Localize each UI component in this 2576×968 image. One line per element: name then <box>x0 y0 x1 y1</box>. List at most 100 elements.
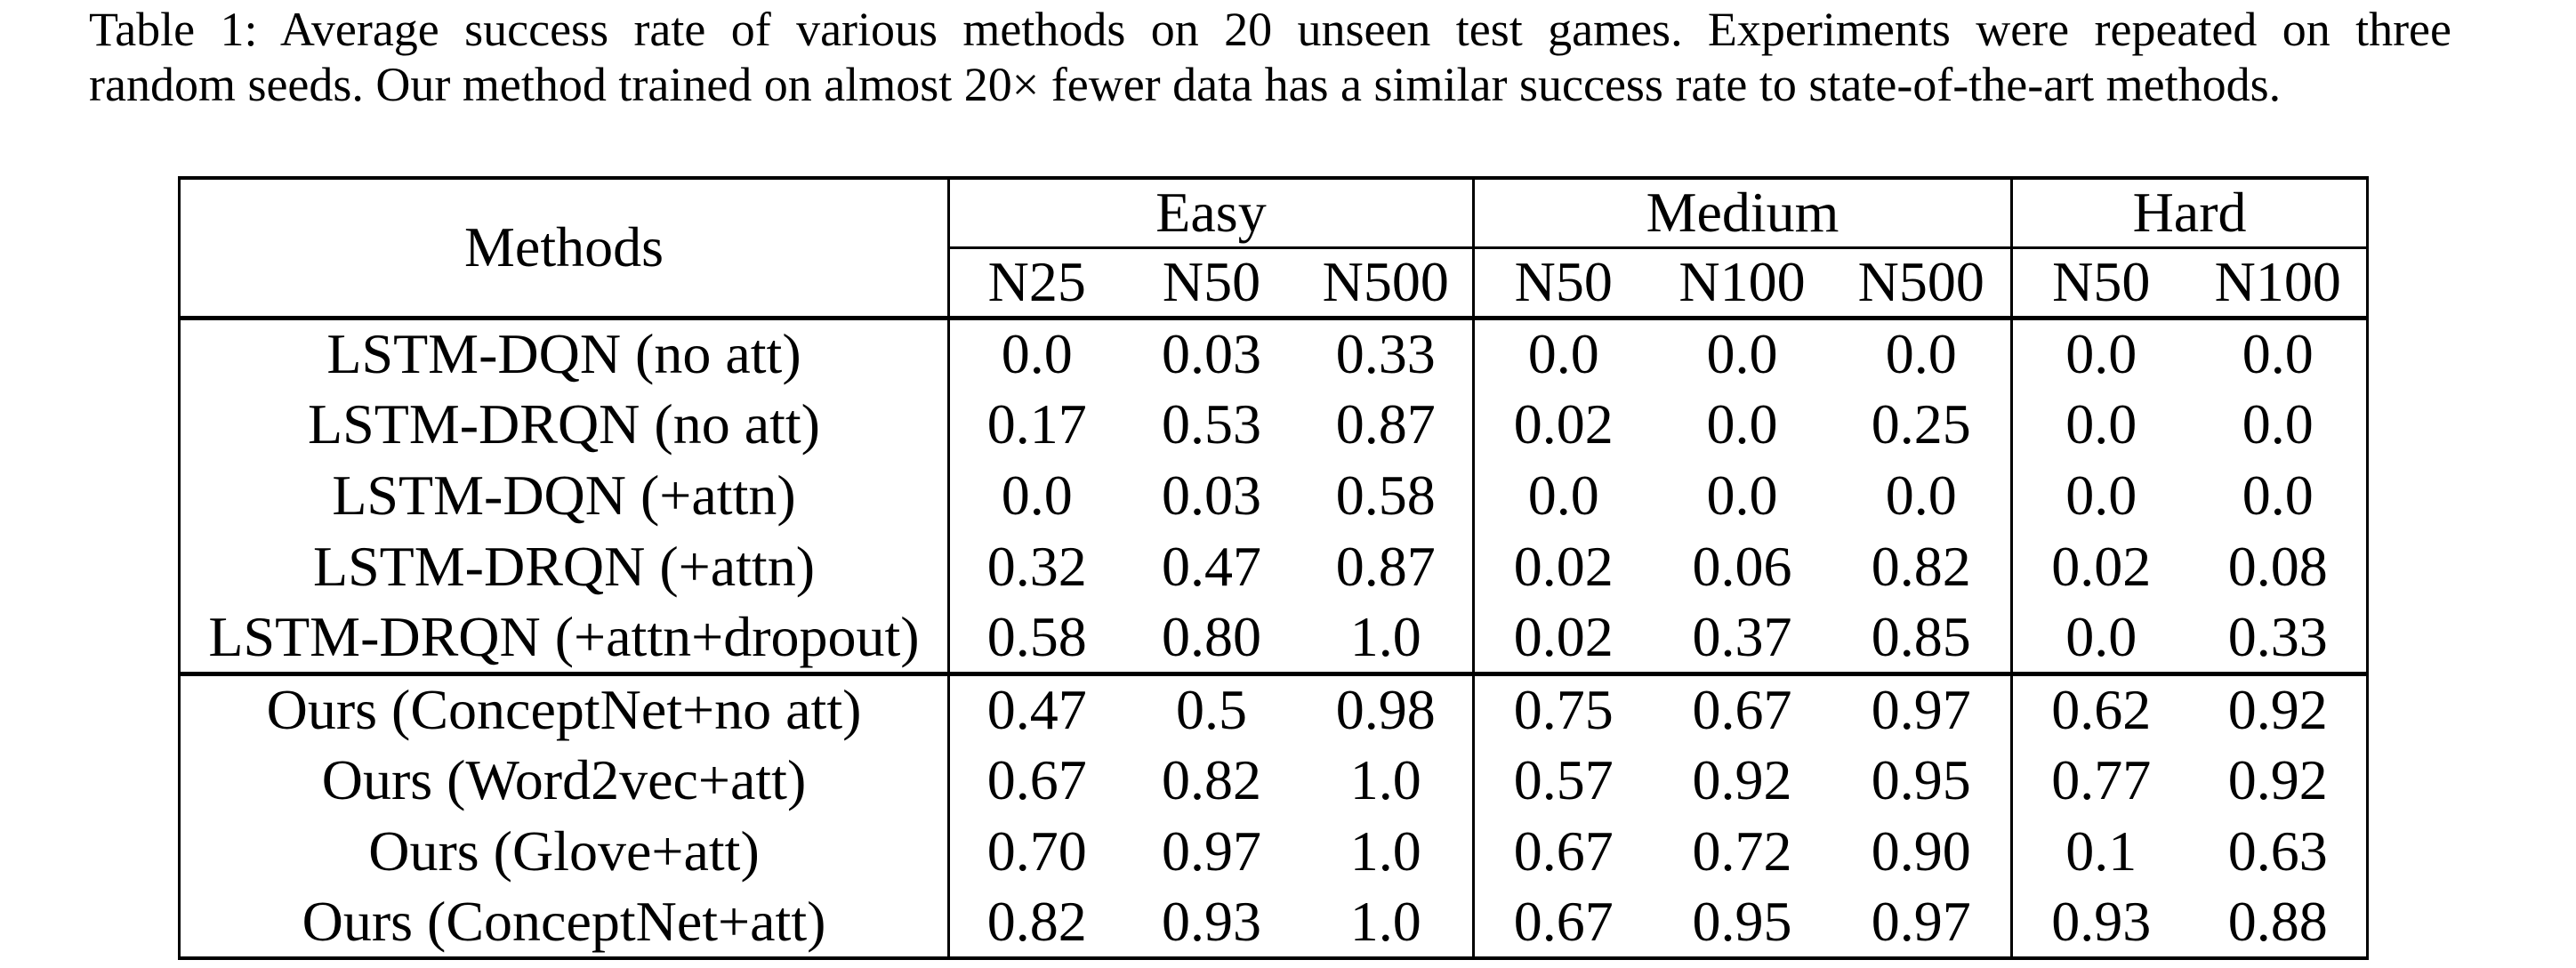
col-group-hard: Hard <box>2010 178 2368 249</box>
value-cell: 0.97 <box>1871 890 1971 953</box>
value-cell: 0.95 <box>1692 890 1792 953</box>
value-cell: 0.33 <box>1335 322 1436 386</box>
value-cell: 0.25 <box>1871 392 1971 456</box>
value-cell: 0.85 <box>1871 604 1971 668</box>
value-cell: 0.02 <box>1472 389 1653 460</box>
method-name: LSTM-DRQN (no att) <box>308 392 820 456</box>
value-cell: 0.67 <box>1472 816 1653 887</box>
value-cell: 0.90 <box>1871 819 1971 883</box>
value-cell: 0.75 <box>1472 671 1653 745</box>
value-cell: 1.0 <box>1349 748 1421 811</box>
value-cell: 0.92 <box>2227 748 2328 811</box>
value-cell: 0.97 <box>1831 671 2012 745</box>
value-cell: 0.53 <box>1162 392 1261 456</box>
table-row: Ours (ConceptNet+att) 0.82 0.93 1.0 0.67 0.95… <box>180 887 2368 958</box>
method-name: Ours (Word2vec+att) <box>321 748 807 811</box>
value-cell: 0.82 <box>1871 535 1971 598</box>
table-row: LSTM-DQN (no att) 0.0 0.03 0.33 0.0 0.0 0.0 0.0… <box>180 318 2368 389</box>
value-cell: 0.0 <box>1472 460 1653 531</box>
col-group-medium: Medium <box>1471 178 2012 249</box>
value-cell: 0.88 <box>2227 890 2328 953</box>
table-row: Ours (ConceptNet+no att) 0.47 0.5 0.98 0.75 0… <box>179 671 2368 745</box>
method-name: Ours (ConceptNet+no att) <box>179 671 949 745</box>
value-cell: 0.0 <box>2242 464 2314 527</box>
method-name: LSTM-DRQN (+attn) <box>312 535 816 598</box>
value-cell: 0.47 <box>947 671 1124 745</box>
value-cell: 0.03 <box>1162 464 1261 527</box>
value-cell: 0.02 <box>2010 531 2190 602</box>
value-cell: 1.0 <box>1349 890 1421 953</box>
value-cell: 0.06 <box>1692 535 1792 598</box>
col-group-easy: Easy <box>947 178 1474 249</box>
value-cell: 0.93 <box>1162 890 1261 953</box>
value-cell: 0.58 <box>947 602 1124 674</box>
value-cell: 0.0 <box>1885 464 1957 527</box>
subheader-medium-n500: N500 <box>1831 247 2012 320</box>
subheader-medium-n100: N100 <box>1652 247 1832 320</box>
subheader-hard-n100: N100 <box>2189 247 2368 320</box>
value-cell: 0.08 <box>2227 535 2328 598</box>
value-cell: 0.0 <box>947 460 1124 531</box>
value-cell: 0.17 <box>947 389 1124 460</box>
value-cell: 0.0 <box>2010 389 2190 460</box>
value-cell: 0.0 <box>2010 318 2190 389</box>
value-cell: 1.0 <box>1349 819 1421 883</box>
value-cell: 0.80 <box>1162 604 1261 668</box>
value-cell: 0.02 <box>1472 602 1653 674</box>
table-caption: Table 1: Average success rate of various… <box>89 2 2451 112</box>
value-cell: 0.67 <box>1472 887 1653 958</box>
value-cell: 0.77 <box>2010 745 2190 816</box>
table-row: LSTM-DRQN (+attn+dropout) 0.58 0.80 1.0 0.02… <box>180 602 2368 674</box>
value-cell: 0.93 <box>2010 887 2190 958</box>
subheader-easy-n500: N500 <box>1299 247 1474 320</box>
caption-line-2: random seeds. Our method trained on almo… <box>89 58 2282 111</box>
method-name: LSTM-DRQN (+attn+dropout) <box>208 604 920 668</box>
value-cell: 0.47 <box>1162 535 1261 598</box>
value-cell: 0.33 <box>2227 604 2328 668</box>
value-cell: 0.5 <box>1123 671 1300 745</box>
value-cell: 0.92 <box>2189 671 2368 745</box>
value-cell: 1.0 <box>1349 604 1421 668</box>
value-cell: 0.02 <box>1472 531 1653 602</box>
table-row: LSTM-DQN (+attn) 0.0 0.03 0.58 0.0 0.0 0.0 0.0 0… <box>180 460 2368 531</box>
value-cell: 0.1 <box>2010 816 2190 887</box>
subheader-easy-n50: N50 <box>1123 247 1300 320</box>
value-cell: 0.63 <box>2227 819 2328 883</box>
value-cell: 0.0 <box>1706 464 1778 527</box>
col-header-methods: Methods <box>179 178 950 320</box>
value-cell: 0.72 <box>1692 819 1792 883</box>
value-cell: 0.82 <box>1162 748 1261 811</box>
value-cell: 0.87 <box>1335 392 1436 456</box>
value-cell: 0.98 <box>1299 671 1474 745</box>
method-name: LSTM-DQN (+attn) <box>332 464 796 527</box>
value-cell: 0.62 <box>2010 671 2190 745</box>
value-cell: 0.32 <box>947 531 1124 602</box>
subheader-hard-n50: N50 <box>2010 247 2190 320</box>
value-cell: 0.0 <box>1706 322 1778 386</box>
value-cell: 0.0 <box>2242 392 2314 456</box>
value-cell: 0.67 <box>947 745 1124 816</box>
table-row: LSTM-DRQN (+attn) 0.32 0.47 0.87 0.02 0.06 0.8… <box>180 531 2368 602</box>
value-cell: 0.70 <box>947 816 1124 887</box>
value-cell: 0.57 <box>1472 745 1653 816</box>
value-cell: 0.67 <box>1652 671 1832 745</box>
value-cell: 0.0 <box>2010 602 2190 674</box>
value-cell: 0.82 <box>947 887 1124 958</box>
value-cell: 0.87 <box>1335 535 1436 598</box>
value-cell: 0.97 <box>1162 819 1261 883</box>
value-cell: 0.0 <box>2010 460 2190 531</box>
value-cell: 0.95 <box>1871 748 1971 811</box>
value-cell: 0.03 <box>1162 322 1261 386</box>
value-cell: 0.0 <box>1472 318 1653 389</box>
value-cell: 0.0 <box>2242 322 2314 386</box>
method-name: LSTM-DQN (no att) <box>326 322 801 386</box>
value-cell: 0.0 <box>947 318 1124 389</box>
method-name: Ours (Glove+att) <box>368 819 760 883</box>
caption-line-1: Table 1: Average success rate of various… <box>89 3 2451 56</box>
subheader-medium-n50: N50 <box>1472 247 1653 320</box>
value-cell: 0.92 <box>1692 748 1792 811</box>
subheader-easy-n25: N25 <box>947 247 1124 320</box>
value-cell: 0.0 <box>1885 322 1957 386</box>
method-name: Ours (ConceptNet+att) <box>302 890 826 953</box>
table-row: Ours (Word2vec+att) 0.67 0.82 1.0 0.57 0.92 0.… <box>180 745 2368 816</box>
